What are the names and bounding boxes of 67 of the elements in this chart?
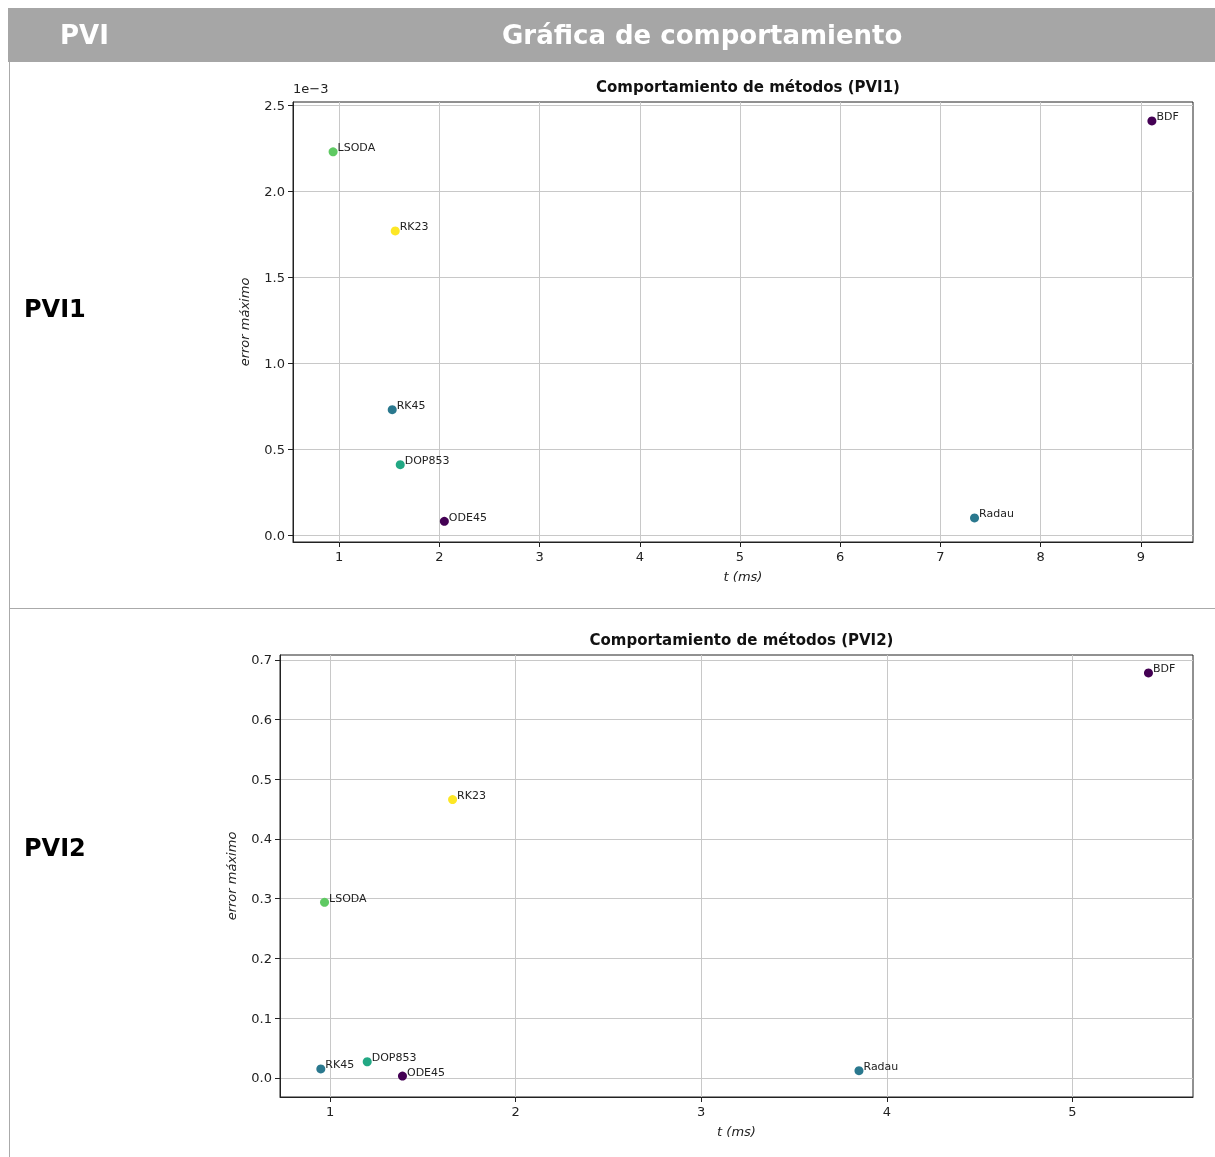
point (320, 897, 330, 907)
y-axis-title: error máximo (224, 831, 239, 921)
point (1143, 668, 1153, 678)
y-tick-label: 0.3 (251, 891, 272, 907)
x-tick-label: 4 (635, 549, 644, 564)
series-label: RK45 (325, 1058, 355, 1072)
x-tick-label: 5 (1068, 1104, 1077, 1119)
chart-title: Comportamiento de métodos (PVI2) (589, 630, 894, 649)
text: PVI (60, 20, 109, 50)
y-tick-label: 0.5 (251, 771, 272, 787)
series-label: DOP853 (404, 454, 450, 468)
point (390, 226, 400, 236)
point (1147, 116, 1157, 126)
y-tick-label: 0.5 (264, 441, 285, 457)
series-label: LSODA (329, 891, 368, 905)
y-tick-label: 0.7 (251, 652, 272, 668)
x-tick-label: 2 (511, 1104, 520, 1119)
series-label: DOP853 (371, 1051, 417, 1065)
x-tick-label: 1 (325, 1104, 335, 1119)
y-tick-label: 0.1 (251, 1010, 272, 1026)
y-tick-label: 2.5 (264, 97, 285, 113)
y-tick-label: 0.0 (251, 1070, 272, 1086)
y-axis-title: error máximo (237, 277, 252, 367)
point (328, 147, 338, 157)
x-tick-label: 4 (882, 1104, 891, 1119)
y-tick-label: 1.5 (264, 269, 285, 285)
text: 1e−3 (293, 81, 329, 96)
x-tick-label: 3 (697, 1104, 706, 1119)
x-axis-title: t (ms) (717, 1124, 756, 1139)
y-tick-label: 0.4 (251, 831, 272, 847)
y-tick-label: 2.0 (264, 183, 285, 199)
x-tick-label: 2 (435, 549, 444, 564)
point (397, 1071, 407, 1081)
text: PVI2 (24, 833, 86, 862)
point (854, 1066, 864, 1076)
series-label: Radau (979, 507, 1014, 521)
x-tick-label: 8 (1036, 549, 1045, 564)
y-tick-label: 0.0 (264, 527, 285, 543)
x-tick-label: 9 (1136, 549, 1146, 564)
point (387, 405, 397, 415)
series-label: LSODA (337, 141, 376, 155)
text: PVI1 (24, 295, 86, 323)
text: Gráfica de comportamiento (502, 20, 903, 50)
series-label: RK23 (399, 220, 429, 234)
y-tick-label: 1.0 (264, 355, 285, 371)
series-label: Radau (863, 1060, 899, 1074)
x-tick-label: 6 (836, 549, 845, 564)
series-label: BDF (1156, 110, 1179, 124)
point (439, 516, 449, 526)
point (970, 513, 980, 523)
series-label: ODE45 (448, 510, 487, 524)
chart-title: Comportamiento de métodos (PVI1) (596, 77, 900, 96)
point (395, 460, 405, 470)
series-label: RK45 (396, 399, 426, 413)
point (362, 1057, 372, 1067)
series-label: RK23 (457, 789, 486, 803)
x-tick-label: 7 (936, 549, 945, 564)
series-label: ODE45 (406, 1065, 446, 1079)
x-tick-label: 1 (334, 549, 344, 564)
point (448, 795, 458, 805)
y-tick-label: 0.6 (251, 712, 272, 728)
x-tick-label: 5 (735, 549, 745, 564)
x-axis-title: t (ms) (723, 569, 763, 584)
y-tick-label: 0.2 (251, 950, 272, 966)
point (316, 1064, 326, 1074)
series-label: BDF (1152, 662, 1176, 676)
x-tick-label: 3 (535, 549, 544, 564)
